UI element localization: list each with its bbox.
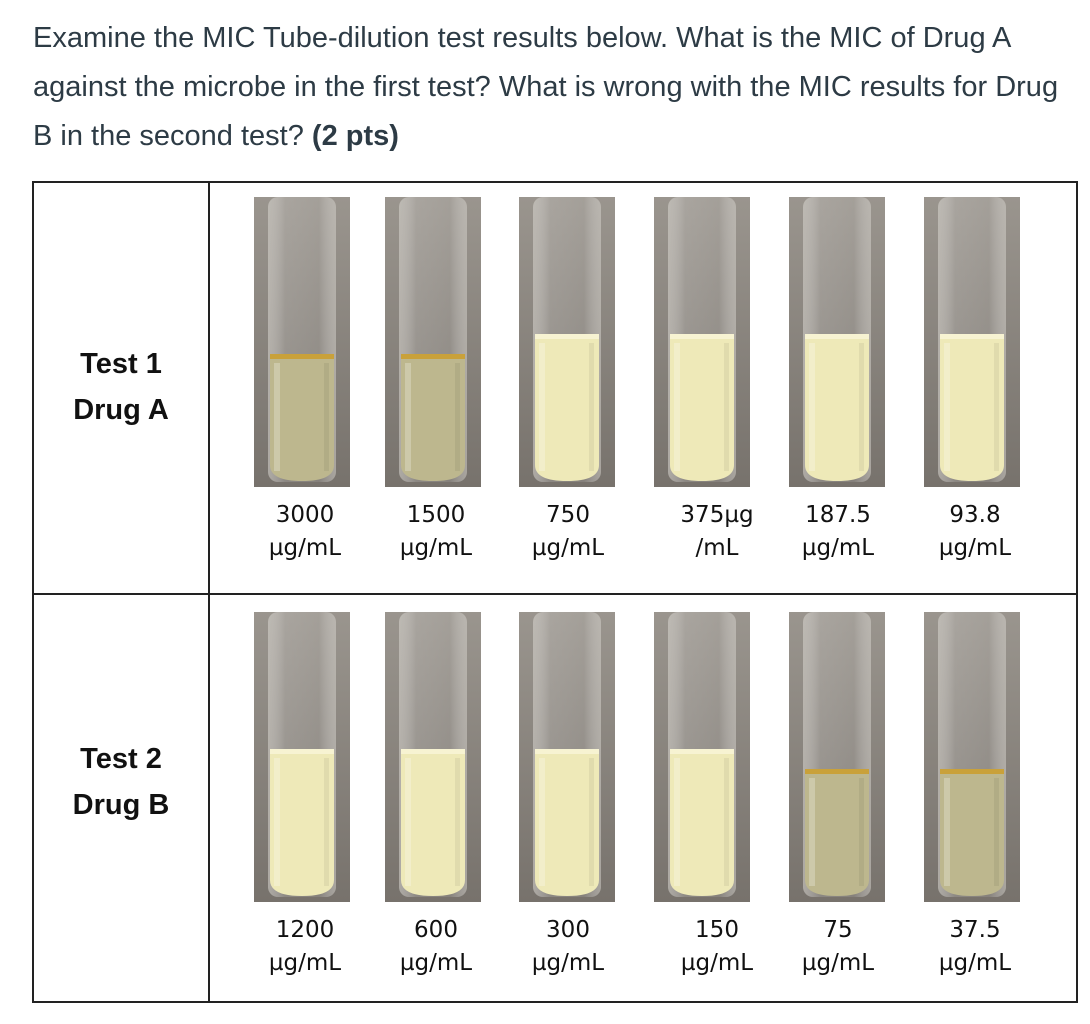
concentration-unit: µg/mL xyxy=(680,950,754,976)
test2-label: Test 2 Drug B xyxy=(34,736,208,828)
concentration-label: 300 µg/mL xyxy=(503,914,633,980)
tube-image xyxy=(789,612,885,902)
results-table: Test 1 Drug A Test 2 Drug B 3000 µg/mL 150… xyxy=(32,181,1078,1003)
concentration-unit: µg/mL xyxy=(938,535,1012,561)
concentration-unit: µg/mL xyxy=(399,950,473,976)
concentration-value: 37.5 xyxy=(949,917,1001,943)
concentration-unit: µg/mL xyxy=(531,950,605,976)
tube-image xyxy=(654,197,750,487)
concentration-label: 1200 µg/mL xyxy=(240,914,370,980)
concentration-value: 300 xyxy=(546,917,590,943)
tube-image xyxy=(385,612,481,902)
test-tube-1-3 xyxy=(519,197,615,487)
tube-image xyxy=(385,197,481,487)
row-divider xyxy=(34,593,1076,595)
concentration-value: 93.8 xyxy=(949,502,1001,528)
tube-image xyxy=(254,612,350,902)
tube-image xyxy=(254,197,350,487)
test-tube-1-4 xyxy=(654,197,750,487)
tube-image xyxy=(654,612,750,902)
concentration-label: 37.5 µg/mL xyxy=(910,914,1040,980)
concentration-value: 75 xyxy=(823,917,853,943)
test-tube-1-6 xyxy=(924,197,1020,487)
concentration-label: 187.5 µg/mL xyxy=(773,499,903,565)
question-text: Examine the MIC Tube-dilution test resul… xyxy=(33,14,1073,161)
concentration-unit: /mL xyxy=(695,535,739,561)
concentration-label: 75 µg/mL xyxy=(773,914,903,980)
tube-image xyxy=(924,612,1020,902)
concentration-value: 1200 xyxy=(275,917,335,943)
concentration-value: 3000 xyxy=(275,502,335,528)
concentration-label: 600 µg/mL xyxy=(371,914,501,980)
question-points: (2 pts) xyxy=(311,120,399,152)
concentration-label: 750 µg/mL xyxy=(503,499,633,565)
concentration-value: 150 xyxy=(695,917,739,943)
concentration-value: 187.5 xyxy=(805,502,871,528)
test2-label-line1: Test 2 xyxy=(80,743,162,775)
test-tube-2-5 xyxy=(789,612,885,902)
tube-image xyxy=(519,197,615,487)
test2-label-line2: Drug B xyxy=(72,789,170,821)
test-tube-2-3 xyxy=(519,612,615,902)
concentration-unit: µg/mL xyxy=(399,535,473,561)
concentration-value: 600 xyxy=(414,917,458,943)
test-tube-2-2 xyxy=(385,612,481,902)
test-tube-1-2 xyxy=(385,197,481,487)
concentration-unit: µg/mL xyxy=(801,535,875,561)
concentration-unit: µg/mL xyxy=(801,950,875,976)
test-tube-1-1 xyxy=(254,197,350,487)
test1-label-line2: Drug A xyxy=(73,394,169,426)
concentration-value: 750 xyxy=(546,502,590,528)
tube-image xyxy=(519,612,615,902)
tube-image xyxy=(924,197,1020,487)
concentration-unit: µg/mL xyxy=(938,950,1012,976)
test-tube-2-1 xyxy=(254,612,350,902)
concentration-value: 375µg xyxy=(680,502,754,528)
question-body: Examine the MIC Tube-dilution test resul… xyxy=(33,22,1059,152)
concentration-unit: µg/mL xyxy=(268,950,342,976)
concentration-label: 1500 µg/mL xyxy=(371,499,501,565)
concentration-value: 1500 xyxy=(406,502,466,528)
concentration-label: 375µg/mL xyxy=(652,499,782,565)
test-tube-2-4 xyxy=(654,612,750,902)
concentration-label: 93.8 µg/mL xyxy=(910,499,1040,565)
concentration-unit: µg/mL xyxy=(531,535,605,561)
test1-label-line1: Test 1 xyxy=(80,348,162,380)
concentration-label: 3000 µg/mL xyxy=(240,499,370,565)
test-tube-1-5 xyxy=(789,197,885,487)
concentration-unit: µg/mL xyxy=(268,535,342,561)
column-divider xyxy=(208,183,210,1001)
tube-image xyxy=(789,197,885,487)
concentration-label: 150 µg/mL xyxy=(652,914,782,980)
test1-label: Test 1 Drug A xyxy=(34,341,208,433)
test-tube-2-6 xyxy=(924,612,1020,902)
